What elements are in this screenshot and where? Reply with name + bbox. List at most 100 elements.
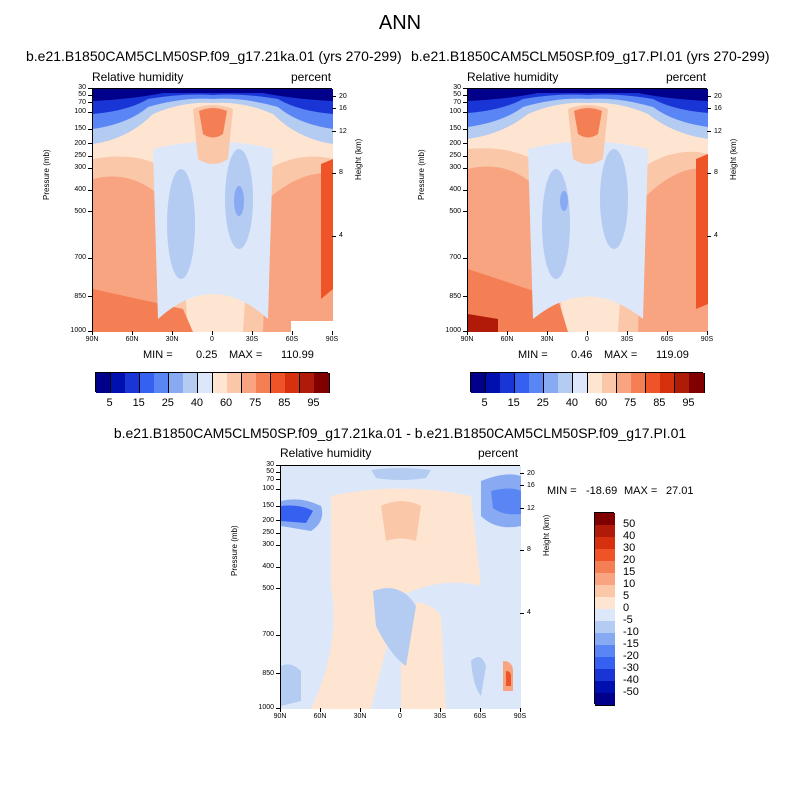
panel3-ytick-mark xyxy=(276,464,280,466)
panel3-colorbar-swatch xyxy=(595,561,615,574)
panel2-ytick-label: 30 xyxy=(453,84,461,91)
panel3-colorbar-label: 10 xyxy=(623,578,636,590)
panel1-xtick-mark xyxy=(291,331,293,335)
panel2-ytick-mark xyxy=(463,87,467,89)
panel2-ytick-mark xyxy=(463,167,467,169)
panel3-colorbar-label: 30 xyxy=(623,542,636,554)
panel2-ytick-mark xyxy=(463,211,467,213)
panel2-max-label: MAX = xyxy=(604,349,638,361)
panel1-min-value: 0.25 xyxy=(196,349,218,361)
panel3-y2tick-label: 4 xyxy=(527,609,531,617)
panel1-y2tick-label: 16 xyxy=(339,104,347,112)
panel2-xtick-label: 0 xyxy=(585,336,589,343)
panel2-ytick-mark xyxy=(463,94,467,96)
panel2-ytick-label: 100 xyxy=(449,108,461,116)
panel2-ytick-label: 250 xyxy=(449,152,461,160)
panel2-plot-area xyxy=(467,88,708,332)
panel2-colorbar-swatch xyxy=(471,373,487,393)
panel3-contour-pos-pole-core xyxy=(506,671,511,686)
panel2-colorbar-label: 40 xyxy=(565,397,579,409)
panel3-contour-neg-top xyxy=(371,468,431,480)
panel1-colorbar-swatch xyxy=(183,373,199,393)
panel1-colorbar-swatch xyxy=(96,373,112,393)
panel2-max-value: 119.09 xyxy=(656,349,689,361)
panel1-colorbar-swatch xyxy=(285,373,301,393)
panel3-contour-neg-sh-core xyxy=(491,488,521,515)
panel3-colorbar-label: -30 xyxy=(623,662,639,674)
panel2-contour-sh-dry-core xyxy=(600,149,628,249)
panel3-ytick-mark xyxy=(276,479,280,481)
panel2-ytick-mark xyxy=(463,155,467,157)
panel1-ytick-mark xyxy=(88,128,92,130)
panel1-y2tick-label: 4 xyxy=(339,232,343,240)
panel1-ytick-label: 50 xyxy=(78,91,86,99)
panel3-colorbar-label: 0 xyxy=(623,602,630,614)
panel3-title: b.e21.B1850CAM5CLM50SP.f09_g17.21ka.01 -… xyxy=(113,425,687,441)
panel3-y2tick-mark xyxy=(520,473,524,474)
panel1-ytick-mark xyxy=(88,189,92,191)
panel3-colorbar-label: -10 xyxy=(623,626,639,638)
panel1-colorbar-swatch xyxy=(270,373,286,393)
panel1-ytick-mark xyxy=(88,111,92,113)
panel1-field xyxy=(93,89,333,332)
panel2-y2tick-mark xyxy=(707,96,711,97)
panel2-ytick-label: 850 xyxy=(449,292,461,300)
panel2-y2tick-label: 8 xyxy=(714,169,718,177)
panel3-field xyxy=(281,466,521,709)
panel1-contour-itcz-core xyxy=(199,108,227,138)
panel3-colorbar-label: 15 xyxy=(623,566,636,578)
panel2-colorbar-swatch xyxy=(485,373,501,393)
panel1-colorbar-label: 85 xyxy=(278,397,291,409)
panel2-ytick-label: 150 xyxy=(449,125,461,133)
panel1-ytick-mark xyxy=(88,155,92,157)
panel2-ytick-mark xyxy=(463,296,467,298)
panel3-xtick-mark xyxy=(319,708,321,712)
panel3-colorbar-label: -20 xyxy=(623,650,639,662)
panel1-y2tick-label: 8 xyxy=(339,169,343,177)
panel1-contour-nh-moist2 xyxy=(93,176,173,332)
panel1-xtick-label: 60S xyxy=(285,336,299,343)
panel2-xtick-mark xyxy=(546,331,548,335)
panel1-ytick-mark xyxy=(88,102,92,104)
panel2-colorbar-swatch xyxy=(631,373,647,393)
panel3-ytick-mark xyxy=(276,707,280,709)
panel3-ytick-mark xyxy=(276,544,280,546)
panel2-ytick-mark xyxy=(463,128,467,130)
panel3-ytick-label: 700 xyxy=(262,631,274,639)
panel2-units-label: percent xyxy=(666,70,707,84)
panel3-colorbar-swatch xyxy=(595,525,615,538)
panel1-xtick-mark xyxy=(251,331,253,335)
panel1-xtick-mark xyxy=(211,331,213,335)
panel3-ytick-label: 100 xyxy=(262,485,274,493)
panel2-xtick-mark xyxy=(666,331,668,335)
panel2-xtick-mark xyxy=(586,331,588,335)
panel3-xtick-label: 60N xyxy=(313,713,327,720)
panel2-xtick-mark xyxy=(466,331,468,335)
panel2-contour-upper-dry3 xyxy=(468,89,708,113)
panel2-ytick-label: 300 xyxy=(449,164,461,172)
panel2-y2tick-label: 4 xyxy=(714,232,718,240)
panel1-xtick-mark xyxy=(331,331,333,335)
panel1-colorbar-swatch xyxy=(299,373,315,393)
panel3-xtick-label: 30S xyxy=(433,713,447,720)
panel3-contour-neg-mid xyxy=(373,588,416,666)
panel3-ytick-label: 200 xyxy=(262,516,274,524)
panel3-xtick-label: 30N xyxy=(353,713,367,720)
panel1-ytick-mark xyxy=(88,143,92,145)
panel1-contour-nh-dry-core xyxy=(167,169,195,279)
panel3-y2tick-mark xyxy=(520,549,524,551)
panel3-ytick-mark xyxy=(276,532,280,534)
panel3-xtick-mark xyxy=(479,708,481,712)
panel2-colorbar-label: 75 xyxy=(624,397,637,409)
panel3-variable-label: Relative humidity xyxy=(280,446,372,460)
panel2-y2tick-label: 16 xyxy=(714,104,722,112)
panel3-xtick-mark xyxy=(519,708,521,712)
panel1-xtick-label: 30N xyxy=(165,336,179,343)
panel2-colorbar-swatch xyxy=(558,373,574,393)
panel1-contour-upper-dry4 xyxy=(93,89,333,101)
panel1-missing-region xyxy=(291,321,333,332)
panel3-colorbar-swatch xyxy=(595,537,615,550)
panel1-xtick-mark xyxy=(171,331,173,335)
panel3-y2tick-label: 16 xyxy=(527,481,535,489)
panel1-ytick-label: 400 xyxy=(74,186,86,194)
